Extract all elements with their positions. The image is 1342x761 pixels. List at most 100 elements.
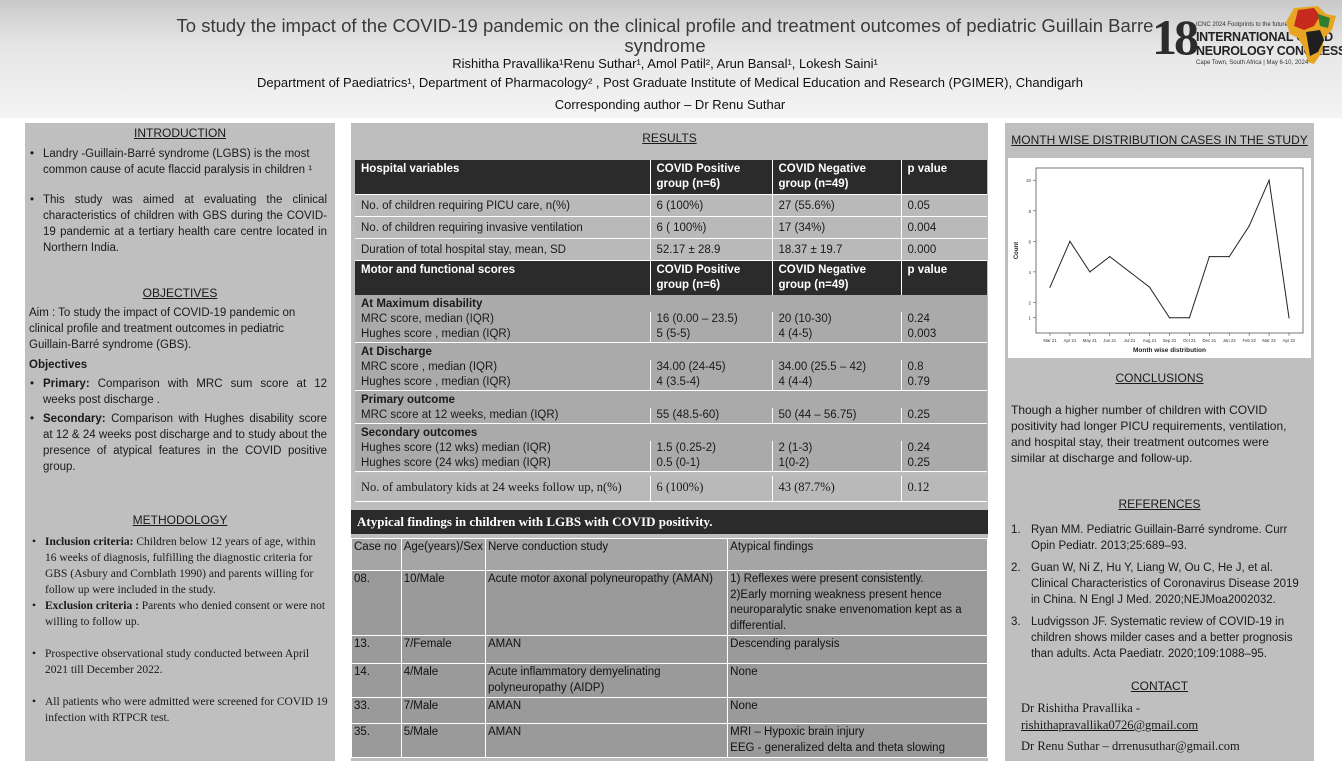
introduction-list: Landry -Guillain-Barré syndrome (LGBS) i… bbox=[27, 146, 327, 256]
group-label-row: Secondary outcomes bbox=[355, 423, 987, 441]
header-cell: Atypical findings bbox=[727, 538, 988, 571]
inclusion-label: Inclusion criteria: bbox=[45, 536, 134, 548]
header-cell: COVID Positive group (n=6) bbox=[649, 260, 772, 296]
table-cell: 0.8 bbox=[900, 360, 987, 375]
x-tick-label: Mar 22 bbox=[1262, 338, 1276, 343]
references-list: 1. Ryan MM. Pediatric Guillain-Barré synd… bbox=[1011, 522, 1309, 668]
results-table: Hospital variables COVID Positive group … bbox=[355, 160, 987, 296]
header-cell: Motor and functional scores bbox=[355, 260, 650, 296]
data-point bbox=[1109, 256, 1111, 258]
atypical-rows: Case no Age(years)/Sex Nerve conduction st… bbox=[351, 538, 988, 758]
table-cell: 34.00 (24-45) bbox=[649, 360, 772, 375]
study-design: Prospective observational study conducte… bbox=[29, 646, 329, 678]
header-cell: Age(years)/Sex bbox=[400, 538, 486, 571]
header-cell: p value bbox=[900, 260, 987, 296]
table-cell: Acute inflammatory demyelinating polyneu… bbox=[484, 663, 729, 698]
corresponding-author: Corresponding author – Dr Renu Suthar bbox=[554, 97, 786, 112]
x-tick-label: Jan 22 bbox=[1223, 338, 1237, 343]
table-cell: 27 (55.6%) bbox=[771, 194, 901, 217]
table-cell: 13. bbox=[351, 635, 402, 664]
table-cell: 43 (87.7%) bbox=[771, 476, 901, 502]
table-row: 35. 5/Male AMAN MRI – Hypoxic brain injury … bbox=[351, 723, 988, 758]
table-row: Hughes score (24 wks) median (IQR) 0.5 (0… bbox=[355, 456, 987, 472]
table-cell: 14. bbox=[351, 663, 402, 698]
table-row: 13. 7/Female AMAN Descending paralysis bbox=[351, 635, 988, 664]
table-row: 14. 4/Male Acute inflammatory demyelinatin… bbox=[351, 663, 988, 698]
exclusion-criteria: Exclusion criteria : Parents who denied … bbox=[29, 598, 329, 630]
objectives-title: OBJECTIVES bbox=[142, 286, 218, 300]
table-cell: 55 (48.5-60) bbox=[649, 408, 772, 424]
primary-text: Comparison with MRC sum score at 12 week… bbox=[43, 378, 327, 406]
x-tick-label: May 21 bbox=[1083, 338, 1098, 343]
inclusion-text: Children below 12 years of age, within 1… bbox=[45, 536, 316, 596]
reference-item: 1. Ryan MM. Pediatric Guillain-Barré synd… bbox=[1011, 522, 1309, 554]
table-cell: 16 (0.00 – 23.5) bbox=[649, 312, 772, 327]
x-tick-label: Jul 21 bbox=[1124, 338, 1136, 343]
table-cell: Hughes score (24 wks) median (IQR) bbox=[355, 456, 650, 472]
atypical-header-row: Case no Age(years)/Sex Nerve conduction st… bbox=[351, 538, 988, 571]
intro-bullet: Landry -Guillain-Barré syndrome (LGBS) i… bbox=[27, 146, 327, 178]
scores-table: At Maximum disability MRC score, median (… bbox=[355, 295, 987, 472]
secondary-text: Comparison with Hughes disability score … bbox=[43, 413, 328, 473]
x-axis-label: Month wise distribution bbox=[1133, 347, 1206, 354]
table-cell: 0.000 bbox=[900, 238, 987, 261]
table-row: Hughes score (12 wks) median (IQR) 1.5 (0… bbox=[355, 441, 987, 456]
table-cell: 0.79 bbox=[900, 375, 987, 391]
introduction-title: INTRODUCTION bbox=[134, 126, 226, 140]
x-tick-label: Oct 21 bbox=[1183, 338, 1196, 343]
x-tick-label: Dec 21 bbox=[1203, 338, 1217, 343]
group-label: At Maximum disability bbox=[355, 295, 987, 312]
table-cell: 18.37 ± 19.7 bbox=[771, 238, 901, 261]
y-tick-label: 8 bbox=[1028, 209, 1031, 214]
table-cell: No. of children requiring PICU care, n(%… bbox=[355, 194, 650, 217]
table-cell: AMAN bbox=[484, 697, 729, 724]
group-label-row: Primary outcome bbox=[355, 390, 987, 408]
data-point bbox=[1228, 256, 1230, 258]
group-label-row: At Maximum disability bbox=[355, 295, 987, 312]
screening: All patients who were admitted were scre… bbox=[29, 694, 329, 726]
primary-label: Primary: bbox=[43, 378, 90, 390]
table-row: No. of children requiring invasive venti… bbox=[355, 216, 987, 239]
table-cell: 08. bbox=[351, 570, 402, 636]
table-cell: 4 (4-5) bbox=[771, 327, 901, 343]
contact-email-1[interactable]: rishithapravallika0726@gmail.com bbox=[1021, 718, 1199, 732]
exclusion-label: Exclusion criteria : bbox=[45, 600, 139, 612]
table-cell: 0.24 bbox=[900, 312, 987, 327]
x-tick-label: Apr 22 bbox=[1283, 338, 1296, 343]
table-cell: MRC score , median (IQR) bbox=[355, 360, 650, 375]
table-cell: 5/Male bbox=[400, 723, 486, 758]
table-cell: 6 (100%) bbox=[649, 476, 772, 502]
data-point bbox=[1049, 286, 1051, 288]
score-groups: At Maximum disability MRC score, median (… bbox=[355, 295, 987, 472]
group-label: At Discharge bbox=[355, 342, 987, 360]
reference-number: 2. bbox=[1011, 562, 1021, 574]
reference-item: 3. Ludvigsson JF. Systematic review of CO… bbox=[1011, 614, 1309, 662]
data-point bbox=[1188, 317, 1191, 319]
table-cell: 1(0-2) bbox=[771, 456, 901, 472]
left-column: INTRODUCTION Landry -Guillain-Barré synd… bbox=[25, 123, 335, 761]
table-cell: 2 (1-3) bbox=[771, 441, 901, 456]
hospital-header-row: Hospital variables COVID Positive group … bbox=[355, 160, 987, 195]
reference-item: 2. Guan W, Ni Z, Hu Y, Liang W, Ou C, He … bbox=[1011, 560, 1309, 608]
table-cell: 6 (100%) bbox=[649, 194, 772, 217]
table-cell: 52.17 ± 28.9 bbox=[649, 238, 772, 261]
header-cell: p value bbox=[900, 160, 987, 195]
x-tick-label: Apr 21 bbox=[1064, 338, 1077, 343]
header-cell: Case no bbox=[351, 538, 402, 571]
inclusion-criteria: Inclusion criteria: Children below 12 ye… bbox=[29, 534, 329, 598]
data-point bbox=[1069, 240, 1071, 242]
header-cell: Hospital variables bbox=[355, 160, 650, 195]
contact-line-2: Dr Renu Suthar – drrenusuthar@gmail.com bbox=[1021, 739, 1240, 753]
y-tick-label: 6 bbox=[1028, 239, 1031, 244]
results-title: RESULTS bbox=[642, 131, 697, 145]
table-cell: Acute motor axonal polyneuropathy (AMAN) bbox=[484, 570, 729, 636]
x-tick-label: Aug 21 bbox=[1143, 338, 1157, 343]
table-cell: AMAN bbox=[484, 635, 729, 664]
table-cell: 5 (5-5) bbox=[649, 327, 772, 343]
table-cell: 0.003 bbox=[900, 327, 987, 343]
data-point bbox=[1129, 271, 1131, 273]
table-cell: Descending paralysis bbox=[727, 635, 988, 664]
conclusions-title: CONCLUSIONS bbox=[1115, 371, 1204, 385]
table-cell: 0.24 bbox=[900, 441, 987, 456]
methodology-title: METHODOLOGY bbox=[132, 513, 228, 527]
